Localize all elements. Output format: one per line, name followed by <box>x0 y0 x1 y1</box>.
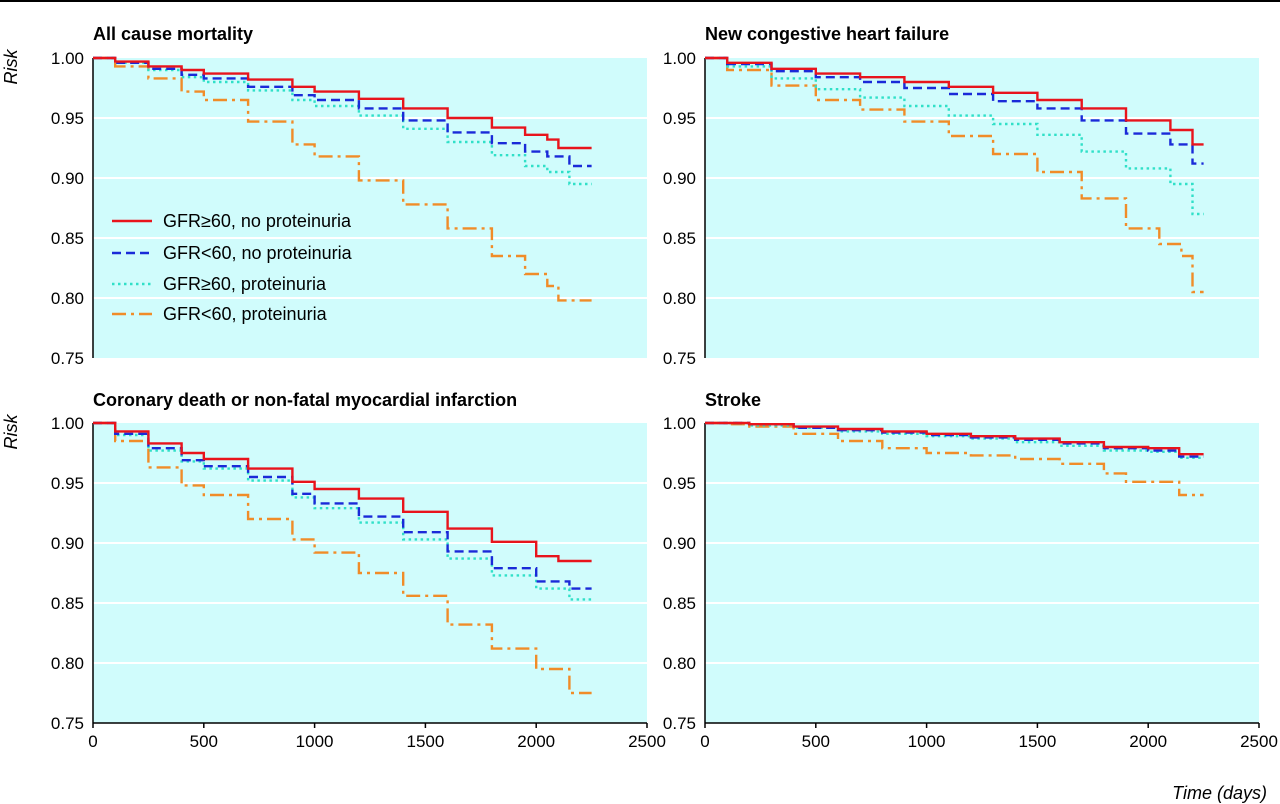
panel-coronary-death-or-mi: 1.00 0.95 0.90 0.85 0.80 0.750 500 1000 1500 2000… <box>1 390 666 751</box>
y-tick-label: 0.90 <box>51 534 84 553</box>
panel-title: New congestive heart failure <box>705 24 949 44</box>
series-line-gfr-lt60-proteinuria <box>93 56 592 302</box>
series-line-gfr-lt60-no-proteinuria <box>93 421 592 590</box>
y-tick-label: 0.85 <box>51 594 84 613</box>
x-tick-label: 2000 <box>1129 732 1167 751</box>
x-tick-label: 1000 <box>908 732 946 751</box>
y-tick-label: 0.95 <box>51 474 84 493</box>
x-tick-label: 2500 <box>628 732 666 751</box>
y-tick-label: 0.90 <box>663 169 696 188</box>
series-line-gfr-lt60-no-proteinuria <box>705 56 1204 165</box>
x-tick-label: 2000 <box>517 732 555 751</box>
series-line-gfr60-no-proteinuria <box>93 421 592 563</box>
y-tick-label: 0.90 <box>663 534 696 553</box>
y-tick-label: 0.85 <box>663 229 696 248</box>
x-tick-label: 1500 <box>406 732 444 751</box>
panel-stroke: 1.00 0.95 0.90 0.85 0.80 0.750 500 1000 1500 2000… <box>663 390 1278 803</box>
y-axis-title: Risk <box>1 414 21 450</box>
y-tick-label: 1.00 <box>51 414 84 433</box>
x-tick-label: 500 <box>802 732 830 751</box>
y-tick-label: 0.75 <box>663 349 696 368</box>
legend-label-gfr-lt60-no-proteinuria: GFR<60, no proteinuria <box>163 243 353 263</box>
legend: GFR≥60, no proteinuria GFR<60, no protei… <box>112 211 353 324</box>
x-axis-title: Time (days) <box>1172 783 1267 803</box>
legend-label-gfr60-no-proteinuria: GFR≥60, no proteinuria <box>163 211 352 231</box>
x-tick-label: 1000 <box>296 732 334 751</box>
panel-title: All cause mortality <box>93 24 253 44</box>
series-line-gfr-lt60-proteinuria <box>93 421 592 695</box>
x-tick-label: 0 <box>700 732 709 751</box>
plot-background <box>705 423 1259 723</box>
y-tick-label: 1.00 <box>663 49 696 68</box>
x-tick-label: 500 <box>190 732 218 751</box>
series-line-gfr-lt60-proteinuria <box>705 56 1204 294</box>
y-tick-label: 0.85 <box>663 594 696 613</box>
y-tick-label: 0.75 <box>663 714 696 733</box>
panel-new-congestive-heart-failure: 1.00 0.95 0.90 0.85 0.80 0.75 New congestive h… <box>663 24 1259 368</box>
y-tick-label: 0.90 <box>51 169 84 188</box>
y-axis-title: Risk <box>1 49 21 85</box>
y-tick-label: 0.80 <box>51 654 84 673</box>
y-tick-label: 0.85 <box>51 229 84 248</box>
panel-title: Coronary death or non-fatal myocardial i… <box>93 390 517 410</box>
y-tick-label: 0.95 <box>51 109 84 128</box>
y-tick-label: 0.95 <box>663 109 696 128</box>
y-tick-label: 0.80 <box>51 289 84 308</box>
panel-title: Stroke <box>705 390 761 410</box>
y-tick-label: 1.00 <box>663 414 696 433</box>
series-line-gfr-lt60-no-proteinuria <box>93 56 592 168</box>
x-tick-label: 2500 <box>1240 732 1278 751</box>
series-line-gfr60-no-proteinuria <box>93 56 592 150</box>
x-tick-label: 1500 <box>1018 732 1056 751</box>
x-tick-label: 0 <box>88 732 97 751</box>
y-tick-label: 0.75 <box>51 349 84 368</box>
plot-background <box>705 58 1259 358</box>
y-tick-label: 0.95 <box>663 474 696 493</box>
legend-label-gfr-lt60-proteinuria: GFR<60, proteinuria <box>163 304 328 324</box>
series-line-gfr60-no-proteinuria <box>705 421 1204 456</box>
series-line-gfr60-no-proteinuria <box>705 56 1204 146</box>
y-tick-label: 1.00 <box>51 49 84 68</box>
panel-all-cause-mortality: 1.00 0.95 0.90 0.85 0.80 0.75 All cause mortal… <box>1 24 647 368</box>
legend-label-gfr60-proteinuria: GFR≥60, proteinuria <box>163 274 327 294</box>
y-tick-label: 0.80 <box>663 289 696 308</box>
y-tick-label: 0.75 <box>51 714 84 733</box>
y-tick-label: 0.80 <box>663 654 696 673</box>
